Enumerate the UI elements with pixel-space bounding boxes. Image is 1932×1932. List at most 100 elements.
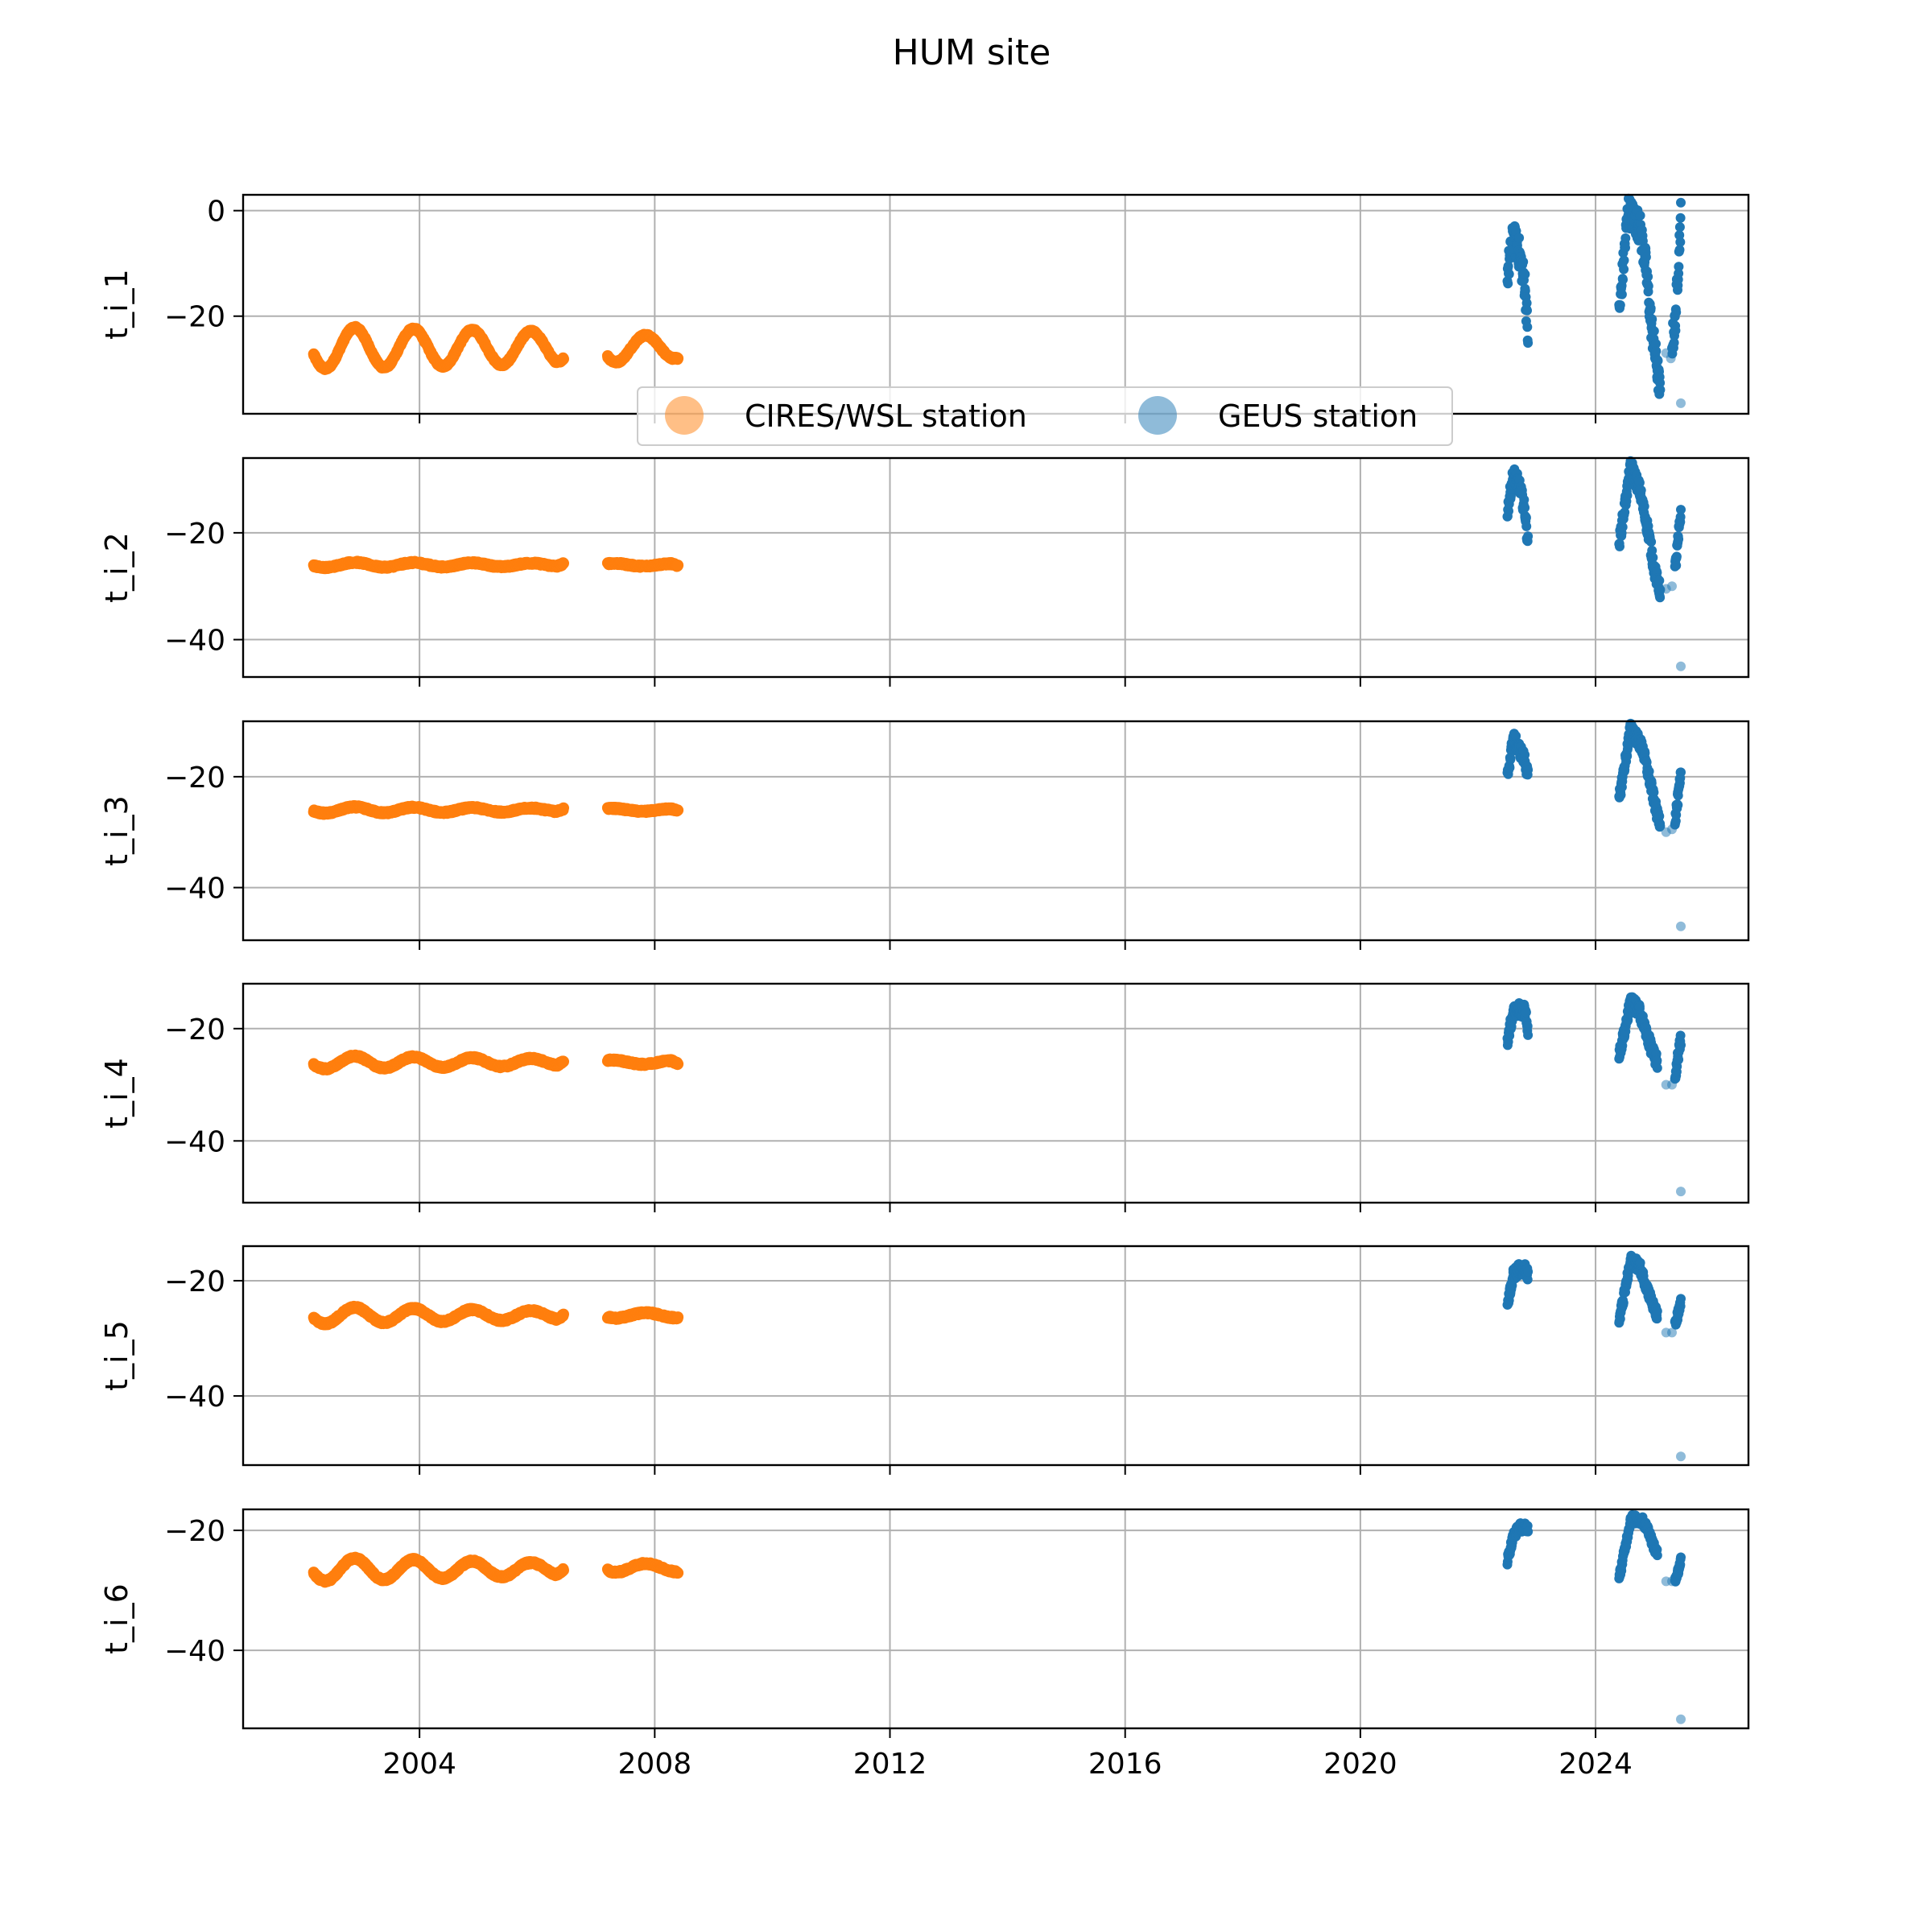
geus-point xyxy=(1504,269,1514,279)
geus-point xyxy=(1620,233,1631,243)
geus-point xyxy=(1522,305,1532,316)
geus-point xyxy=(1674,262,1684,272)
geus-point xyxy=(1644,766,1654,777)
y-tick-label: −20 xyxy=(164,1013,225,1046)
geus-point xyxy=(1645,303,1656,313)
y-tick-label: −20 xyxy=(164,301,225,334)
geus-outlier xyxy=(1676,398,1686,408)
panel-1: 0−20t_i_1 xyxy=(99,193,1750,423)
geus-point xyxy=(1615,300,1625,310)
geus-point xyxy=(1651,346,1662,357)
y-axis-label: t_i_2 xyxy=(99,532,134,603)
geus-outlier xyxy=(1666,353,1676,364)
geus-outlier xyxy=(1676,921,1686,931)
geus-point xyxy=(1519,494,1530,505)
geus-point xyxy=(1505,491,1516,502)
geus-point xyxy=(1643,271,1653,282)
geus-point xyxy=(1646,537,1657,547)
geus-point xyxy=(1676,767,1686,778)
geus-point xyxy=(1648,552,1658,563)
geus-outlier xyxy=(1676,661,1686,671)
geus-point xyxy=(1523,338,1534,348)
geus-point xyxy=(1523,765,1534,775)
geus-point xyxy=(1676,1040,1686,1051)
geus-point xyxy=(1670,325,1681,336)
geus-point xyxy=(1647,314,1657,324)
geus-point xyxy=(1651,339,1661,349)
geus-point xyxy=(1503,261,1513,271)
geus-point xyxy=(1674,230,1685,241)
geus-point xyxy=(1655,378,1666,388)
cires-point xyxy=(558,557,569,569)
geus-outlier xyxy=(1667,581,1677,592)
geus-point xyxy=(1649,326,1659,336)
geus-point xyxy=(1615,541,1624,551)
y-axis-label: t_i_3 xyxy=(99,795,134,866)
geus-point xyxy=(1639,502,1649,511)
geus-point xyxy=(1622,490,1633,501)
geus-outlier xyxy=(1676,1187,1686,1197)
series-geus xyxy=(1502,456,1686,671)
geus-point xyxy=(1675,1030,1686,1041)
geus-point xyxy=(1522,322,1533,332)
y-axis-label: t_i_1 xyxy=(99,269,134,340)
geus-point xyxy=(1514,233,1525,243)
geus-point xyxy=(1676,197,1686,208)
geus-point xyxy=(1674,245,1685,255)
geus-point xyxy=(1503,279,1513,289)
geus-point xyxy=(1521,513,1531,523)
y-axis-label: t_i_4 xyxy=(99,1058,134,1129)
geus-point xyxy=(1674,534,1684,544)
geus-point xyxy=(1675,237,1686,247)
y-tick-label: −20 xyxy=(164,518,225,551)
geus-point xyxy=(1521,1007,1531,1018)
cires-point xyxy=(558,1055,569,1067)
geus-point xyxy=(1669,337,1679,348)
geus-point xyxy=(1521,298,1532,308)
panels: 0−20t_i_1−20−40t_i_2−20−40t_i_3−20−40t_i… xyxy=(99,193,1750,1781)
geus-point xyxy=(1671,551,1682,562)
geus-point xyxy=(1654,576,1665,586)
geus-outlier xyxy=(1667,824,1677,835)
geus-point xyxy=(1641,252,1651,262)
geus-point xyxy=(1634,1001,1645,1012)
y-tick-label: −20 xyxy=(164,762,225,795)
geus-point xyxy=(1619,255,1629,266)
series-geus xyxy=(1502,193,1686,408)
geus-point xyxy=(1674,222,1685,233)
geus-point xyxy=(1676,505,1686,515)
geus-point xyxy=(1617,522,1628,532)
geus-point xyxy=(1674,268,1684,279)
y-tick-label: −40 xyxy=(164,873,225,906)
geus-point xyxy=(1673,800,1683,810)
cires-point xyxy=(558,353,569,365)
geus-point xyxy=(1619,264,1629,275)
geus-outlier xyxy=(1667,1080,1677,1090)
geus-point xyxy=(1616,289,1627,299)
y-tick-label: −40 xyxy=(164,1125,225,1158)
cires-point xyxy=(672,1058,684,1070)
chart-title: HUM site xyxy=(893,32,1051,73)
geus-point xyxy=(1635,210,1645,221)
geus-point xyxy=(1675,213,1686,223)
geus-point xyxy=(1520,269,1530,279)
geus-point xyxy=(1620,242,1630,253)
panel-2: −20 −40 t_i_2 xyxy=(99,456,1750,687)
cires-point xyxy=(672,804,684,816)
geus-point xyxy=(1520,502,1530,513)
geus-point xyxy=(1504,506,1513,516)
cires-point xyxy=(672,559,684,572)
geus-point xyxy=(1618,275,1628,285)
cires-point xyxy=(672,353,684,365)
geus-point xyxy=(1643,281,1653,291)
geus-point xyxy=(1523,1030,1534,1040)
geus-point xyxy=(1523,531,1534,542)
geus-point xyxy=(1522,1021,1533,1031)
series-cires xyxy=(308,555,684,575)
geus-point xyxy=(1655,385,1666,395)
geus-point xyxy=(1620,507,1630,518)
cires-point xyxy=(558,802,569,814)
y-tick-label: −40 xyxy=(164,625,225,658)
